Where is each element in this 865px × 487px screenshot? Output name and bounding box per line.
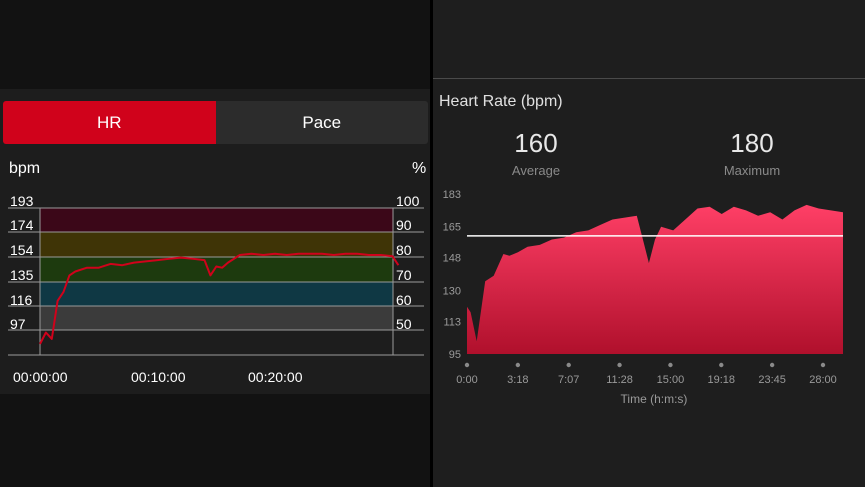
bpm-axis-label: bpm bbox=[9, 160, 41, 177]
tab-hr[interactable]: HR bbox=[3, 101, 216, 144]
y-tick-label: 113 bbox=[443, 316, 461, 328]
y-tick-label: 148 bbox=[443, 253, 461, 265]
time-tick: 00:00:00 bbox=[13, 369, 68, 385]
x-tick-dot bbox=[515, 362, 521, 368]
hr-zone-panel: HR Pace bpm % 193 174 154 135 116 97 100… bbox=[0, 0, 430, 487]
bpm-tick: 97 bbox=[10, 316, 26, 332]
hr-line bbox=[39, 252, 400, 345]
panel-divider bbox=[430, 0, 433, 487]
hr-area bbox=[467, 204, 843, 354]
bpm-tick: 174 bbox=[10, 217, 34, 233]
x-tick-label: 3:18 bbox=[507, 374, 528, 386]
percent-tick: 80 bbox=[396, 242, 412, 258]
x-tick-dot bbox=[820, 362, 826, 368]
hr-zone-chart bbox=[8, 207, 424, 356]
x-tick-label: 0:00 bbox=[456, 374, 477, 386]
bpm-tick: 154 bbox=[10, 242, 34, 258]
percent-tick: 70 bbox=[396, 267, 412, 283]
zone-band-endurance bbox=[40, 282, 393, 306]
average-label: Average bbox=[511, 163, 561, 178]
bpm-tick: 135 bbox=[10, 267, 34, 283]
x-tick-label: 11:28 bbox=[606, 374, 633, 386]
x-tick-dot bbox=[617, 362, 622, 368]
x-tick-dot bbox=[668, 362, 673, 368]
x-tick-label: 15:00 bbox=[657, 374, 685, 386]
heart-rate-area-chart: 183 165 148 130 113 95 0:00 3:18 7:07 11:28 15:00 1… bbox=[443, 189, 843, 406]
y-tick-label: 130 bbox=[443, 285, 461, 297]
y-tick-label: 183 bbox=[443, 189, 461, 201]
zone-band-aerobic bbox=[40, 257, 393, 282]
time-tick: 00:20:00 bbox=[248, 369, 303, 385]
tab-pace[interactable]: Pace bbox=[215, 101, 428, 144]
x-tick-label: 28:00 bbox=[809, 374, 837, 386]
x-axis-title: Time (h:m:s) bbox=[621, 392, 688, 406]
time-tick: 00:10:00 bbox=[131, 369, 186, 385]
header-rule bbox=[433, 78, 865, 79]
percent-tick: 50 bbox=[396, 316, 412, 332]
heart-rate-panel: Heart Rate (bpm) 160 Average 180 Maximum… bbox=[433, 0, 865, 487]
x-tick-label: 23:45 bbox=[758, 374, 786, 386]
panel-title: Heart Rate (bpm) bbox=[439, 93, 563, 110]
x-tick-label: 19:18 bbox=[708, 374, 736, 386]
percent-tick: 90 bbox=[396, 217, 412, 233]
x-tick-dot bbox=[464, 362, 470, 368]
maximum-label: Maximum bbox=[723, 163, 781, 178]
x-tick-label: 7:07 bbox=[558, 374, 579, 386]
average-value: 160 bbox=[514, 128, 558, 158]
zone-band-warmup bbox=[40, 306, 393, 330]
bpm-tick: 116 bbox=[10, 292, 33, 308]
bpm-tick: 193 bbox=[10, 193, 34, 209]
percent-axis-label: % bbox=[412, 160, 427, 177]
y-tick-label: 95 bbox=[449, 349, 461, 361]
y-tick-label: 165 bbox=[443, 222, 461, 234]
x-tick-dot bbox=[719, 362, 724, 368]
x-tick-dot bbox=[566, 362, 571, 368]
zone-band-threshold bbox=[40, 232, 393, 257]
maximum-value: 180 bbox=[730, 128, 774, 158]
percent-tick: 60 bbox=[396, 292, 412, 308]
zone-band-max bbox=[40, 208, 393, 232]
metric-toggle: HR Pace bbox=[3, 101, 428, 144]
x-tick-dot bbox=[769, 362, 775, 368]
percent-tick: 100 bbox=[396, 193, 420, 209]
